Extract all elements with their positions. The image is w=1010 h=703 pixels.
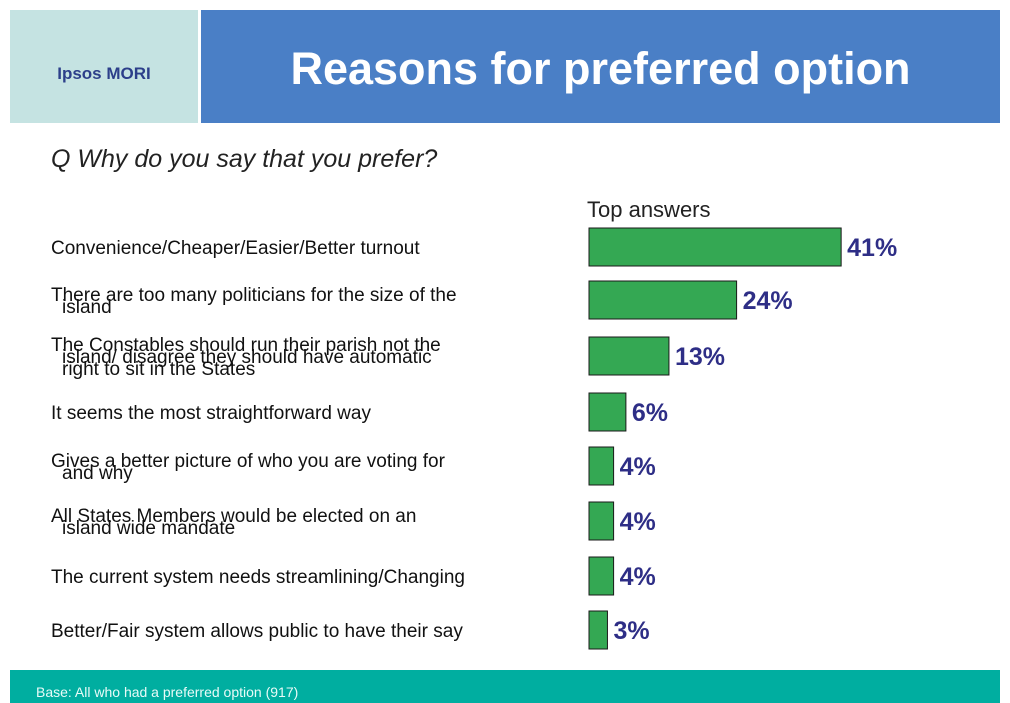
- bar-3: [588, 336, 670, 376]
- category-label-7: The current system needs streamlining/Ch…: [51, 567, 465, 588]
- value-label-5: 4%: [620, 453, 656, 481]
- base-note: Base: All who had a preferred option (91…: [36, 684, 299, 700]
- ipsos-mori-logo: Ipsos MORI: [57, 64, 151, 83]
- footer-bar: Base: All who had a preferred option (91…: [10, 670, 1000, 703]
- category-label-1: Convenience/Cheaper/Easier/Better turnou…: [51, 238, 420, 259]
- category-label-3: The Constables should run their parish n…: [51, 335, 441, 380]
- value-label-4: 6%: [632, 399, 668, 427]
- value-label-8: 3%: [613, 617, 649, 645]
- title-banner: Reasons for preferred option: [201, 10, 1000, 123]
- logo-panel: Ipsos MORI: [10, 10, 198, 123]
- category-label-5: Gives a better picture of who you are vo…: [51, 451, 446, 484]
- value-label-2: 24%: [743, 287, 793, 315]
- value-label-3: 13%: [675, 343, 725, 371]
- value-label-1: 41%: [847, 234, 897, 262]
- slide-title: Reasons for preferred option: [290, 43, 911, 94]
- category-label-4: It seems the most straightforward way: [51, 403, 371, 424]
- bar-6: [588, 501, 615, 541]
- category-label-8: Better/Fair system allows public to have…: [51, 621, 463, 642]
- category-label-6: All States Members would be elected on a…: [51, 506, 416, 539]
- question-text: Q Why do you say that you prefer?: [51, 145, 438, 173]
- category-label-2: There are too many politicians for the s…: [51, 285, 457, 318]
- series-label: Top answers: [587, 197, 711, 222]
- bar-2: [588, 280, 738, 320]
- value-label-6: 4%: [620, 508, 656, 536]
- bar-4: [588, 392, 627, 432]
- bar-8: [588, 610, 608, 650]
- bar-1: [588, 227, 842, 267]
- value-label-7: 4%: [620, 563, 656, 591]
- header-divider: [198, 10, 201, 123]
- bar-7: [588, 556, 615, 596]
- bar-5: [588, 446, 615, 486]
